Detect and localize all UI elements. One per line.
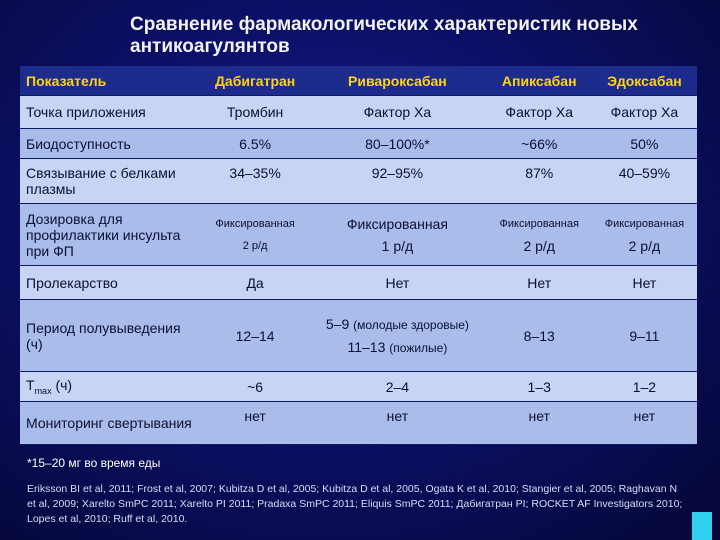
table-cell: Нет [591, 266, 697, 300]
table-row: Tmax (ч) ~6 2–4 1–3 1–2 [20, 372, 697, 402]
table-cell: 34–35% [202, 159, 309, 204]
table-row: Дозировка для профилактики инсульта при … [20, 204, 697, 266]
dosing-mode: Фиксированная [346, 215, 448, 232]
table-cell: Фиксированная 2 р/д [486, 204, 592, 266]
table-cell: Фиксированная 2 р/д [202, 204, 309, 266]
half-life-young-note: (молодые здоровые) [353, 317, 469, 332]
footnote: *15–20 мг во время еды [27, 456, 161, 470]
table-cell: 1–3 [486, 372, 592, 402]
table-cell: 87% [486, 159, 592, 204]
table-cell: 12–14 [202, 300, 309, 372]
dosing-frequency: 2 р/д [242, 239, 268, 252]
row-label: Мониторинг свертывания [20, 402, 202, 445]
column-header-edoxaban: Эдоксабан [591, 66, 697, 96]
dosing-frequency: 1 р/д [381, 237, 414, 254]
column-header-apixaban: Апиксабан [486, 66, 592, 96]
dosing-mode: Фиксированная [604, 217, 685, 230]
table-cell: 9–11 [591, 300, 697, 372]
table-header-row: Показатель Дабигатран Ривароксабан Апикс… [20, 66, 697, 96]
table-cell: нет [486, 402, 592, 445]
table-cell: 6.5% [202, 129, 309, 159]
column-header-rivaroxaban: Ривароксабан [308, 66, 487, 96]
table-cell: Фиксированная 1 р/д [308, 204, 487, 266]
dosing-mode: Фиксированная [215, 217, 295, 230]
dosing-mode: Фиксированная [499, 217, 579, 230]
half-life-old: 11–13 (пожилые) [314, 336, 480, 359]
table-cell: Тромбин [202, 96, 309, 129]
table-cell: нет [308, 402, 487, 445]
table-cell: Нет [486, 266, 592, 300]
table-cell: Фиксированная 2 р/д [591, 204, 697, 266]
corner-accent [692, 512, 712, 540]
table-cell: Фактор Ха [308, 96, 487, 129]
half-life-young: 5–9 (молодые здоровые) [314, 313, 480, 336]
references: Eriksson BI et al, 2011; Frost et al, 20… [27, 483, 683, 525]
column-header-dabigatran: Дабигатран [202, 66, 309, 96]
table-cell: 2–4 [308, 372, 487, 402]
tmax-subscript: max [34, 385, 52, 396]
row-label: Точка приложения [20, 96, 202, 129]
table-cell: нет [591, 402, 697, 445]
table-row: Пролекарство Да Нет Нет Нет [20, 266, 697, 300]
table-cell: Фактор Ха [591, 96, 697, 129]
table-cell: 5–9 (молодые здоровые) 11–13 (пожилые) [308, 300, 487, 372]
table-cell: 80–100%* [308, 129, 487, 159]
row-label: Период полувыведения (ч) [20, 300, 202, 372]
column-header-parameter: Показатель [20, 66, 202, 96]
tmax-unit: (ч) [55, 377, 73, 394]
table-row: Точка приложения Тромбин Фактор Ха Факто… [20, 96, 697, 129]
tmax-t: T [26, 377, 35, 394]
table-cell: Нет [308, 266, 487, 300]
table-cell: ~66% [486, 129, 592, 159]
table-cell: 40–59% [591, 159, 697, 204]
table-row: Период полувыведения (ч) 12–14 5–9 (моло… [20, 300, 697, 372]
dosing-frequency: 2 р/д [523, 237, 555, 254]
table-row: Мониторинг свертывания нет нет нет нет [20, 402, 697, 445]
table-cell: 8–13 [486, 300, 592, 372]
row-label: Связывание с белками плазмы [20, 159, 202, 204]
row-label: Дозировка для профилактики инсульта при … [20, 204, 202, 266]
table-cell: Да [202, 266, 309, 300]
table-row: Биодоступность 6.5% 80–100%* ~66% 50% [20, 129, 697, 159]
row-label: Tmax (ч) [20, 372, 202, 402]
table-row: Связывание с белками плазмы 34–35% 92–95… [20, 159, 697, 204]
comparison-table: Показатель Дабигатран Ривароксабан Апикс… [20, 66, 697, 445]
table-cell: 1–2 [591, 372, 697, 402]
table-cell: ~6 [202, 372, 309, 402]
table-cell: 92–95% [308, 159, 487, 204]
half-life-old-note: (пожилые) [389, 340, 448, 355]
half-life-young-value: 5–9 [325, 315, 350, 332]
slide-title: Сравнение фармакологических характеристи… [130, 14, 638, 57]
table-cell: 50% [591, 129, 697, 159]
half-life-old-value: 11–13 [347, 338, 386, 355]
table-cell: нет [202, 402, 309, 445]
row-label: Пролекарство [20, 266, 202, 300]
row-label: Биодоступность [20, 129, 202, 159]
dosing-frequency: 2 р/д [628, 237, 661, 254]
table-cell: Фактор Ха [486, 96, 592, 129]
